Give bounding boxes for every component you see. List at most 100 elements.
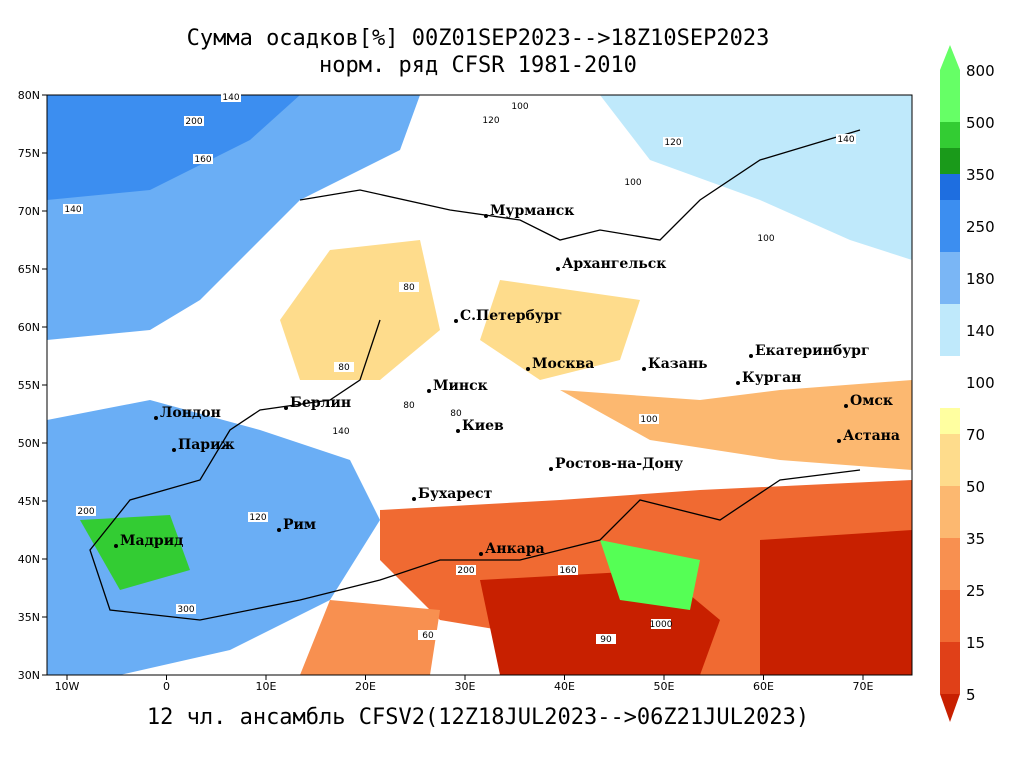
colorbar-label: 800 xyxy=(966,62,995,80)
contour-label: 100 xyxy=(511,102,528,112)
lon-label: 40E xyxy=(554,680,575,693)
contour-label: 100 xyxy=(757,234,774,244)
colorbar-label: 5 xyxy=(966,686,976,704)
contour-label-bg xyxy=(558,565,578,575)
city-dot xyxy=(479,552,483,556)
city-label: Москва xyxy=(532,356,594,372)
contour-label-bg xyxy=(399,400,419,410)
lat-label: 65N xyxy=(18,263,40,276)
city-dot xyxy=(114,544,118,548)
city-label: Архангельск xyxy=(562,256,666,272)
contour-label-bg xyxy=(176,604,196,614)
map-field xyxy=(47,95,912,675)
city-dot xyxy=(172,448,176,452)
city-dot xyxy=(642,367,646,371)
colorbar-label: 500 xyxy=(966,114,995,132)
contour-label: 60 xyxy=(422,631,434,641)
contour-label-bg xyxy=(623,177,643,187)
lon-label: 70E xyxy=(853,680,874,693)
city-dot xyxy=(837,439,841,443)
contour-label: 160 xyxy=(559,566,576,576)
colorbar-label: 70 xyxy=(966,426,985,444)
lon-label: 0 xyxy=(163,680,170,693)
contour-label-bg xyxy=(221,92,241,102)
colorbar-label: 100 xyxy=(966,374,995,392)
contour-label: 120 xyxy=(482,116,499,126)
city-label: Астана xyxy=(843,428,900,444)
contour-label-bg xyxy=(334,362,354,372)
lat-label: 35N xyxy=(18,611,40,624)
city-dot xyxy=(556,267,560,271)
title-line: Сумма осадков[%] 00Z01SEP2023-->18Z10SEP… xyxy=(187,26,770,51)
contour-label: 1000 xyxy=(650,620,673,630)
contour-label: 80 xyxy=(403,401,415,411)
contour-label-bg xyxy=(76,506,96,516)
contour-label-bg xyxy=(639,414,659,424)
contour-label: 90 xyxy=(600,635,612,645)
contour-label: 120 xyxy=(249,513,266,523)
colorbar-label: 350 xyxy=(966,166,995,184)
city-dot xyxy=(427,389,431,393)
contour-label: 140 xyxy=(222,93,239,103)
lat-label: 40N xyxy=(18,553,40,566)
city-dot xyxy=(844,404,848,408)
contour-label: 80 xyxy=(450,409,462,419)
lat-label: 55N xyxy=(18,379,40,392)
lon-label: 50E xyxy=(654,680,675,693)
contour-label-bg xyxy=(596,634,616,644)
colorbar xyxy=(940,45,960,722)
city-label: Рим xyxy=(283,517,316,533)
contour-label: 140 xyxy=(332,427,349,437)
city-label: Берлин xyxy=(290,395,351,411)
contour-label: 140 xyxy=(64,205,81,215)
lat-label: 70N xyxy=(18,205,40,218)
city-dot xyxy=(277,528,281,532)
city-dot xyxy=(154,416,158,420)
colorbar-label: 180 xyxy=(966,270,995,288)
contour-label-bg xyxy=(193,154,213,164)
city-dot xyxy=(456,429,460,433)
city-label: Казань xyxy=(648,356,708,372)
contour-label-bg xyxy=(510,101,530,111)
city-label: Екатеринбург xyxy=(755,343,870,359)
contour-label-bg xyxy=(418,630,438,640)
city-label: Париж xyxy=(178,437,235,453)
footer: 12 чл. ансамбль CFSV2(12Z18JUL2023-->06Z… xyxy=(147,705,809,730)
contour-label-bg xyxy=(481,115,501,125)
city-dot xyxy=(526,367,530,371)
contour-label-bg xyxy=(651,619,671,629)
contour-label-bg xyxy=(399,282,419,292)
city-label: Мурманск xyxy=(490,203,574,219)
lat-label: 30N xyxy=(18,669,40,682)
contour-label-bg xyxy=(63,204,83,214)
contour-label-bg xyxy=(184,116,204,126)
city-dot xyxy=(749,354,753,358)
lat-label: 75N xyxy=(18,147,40,160)
contour-label-bg xyxy=(446,408,466,418)
colorbar-label: 35 xyxy=(966,530,985,548)
lat-label: 80N xyxy=(18,89,40,102)
contour-label: 200 xyxy=(457,566,474,576)
city-label: Бухарест xyxy=(418,486,493,502)
city-label: Минск xyxy=(433,378,488,394)
city-dot xyxy=(454,319,458,323)
contour-label: 300 xyxy=(177,605,194,615)
contour-label-bg xyxy=(456,565,476,575)
city-label: Лондон xyxy=(160,405,221,421)
contour-label: 100 xyxy=(624,178,641,188)
colorbar-label: 250 xyxy=(966,218,995,236)
contour-label-bg xyxy=(331,426,351,436)
contour-label-bg xyxy=(663,137,683,147)
colorbar-label: 15 xyxy=(966,634,985,652)
city-label: Омск xyxy=(850,393,893,409)
contour-label: 100 xyxy=(640,415,657,425)
colorbar-label: 50 xyxy=(966,478,985,496)
contour-label-bg xyxy=(836,134,856,144)
lon-label: 20E xyxy=(355,680,376,693)
contour-label: 80 xyxy=(338,363,350,373)
contour-label: 200 xyxy=(77,507,94,517)
city-dot xyxy=(549,467,553,471)
title-line: норм. ряд CFSR 1981-2010 xyxy=(319,53,637,78)
colorbar-label: 140 xyxy=(966,322,995,340)
